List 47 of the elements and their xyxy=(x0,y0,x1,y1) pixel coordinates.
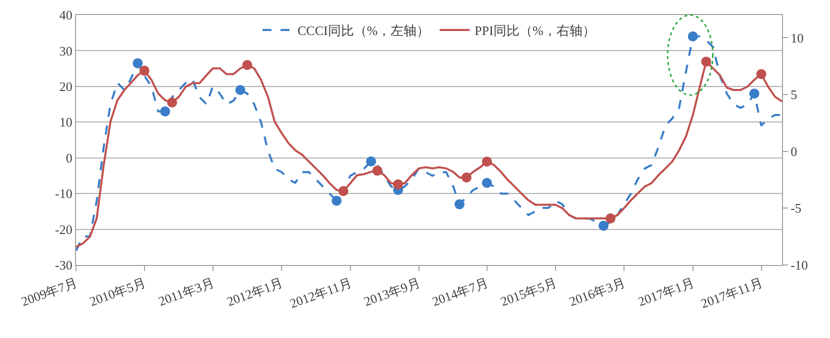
x-tick-label: 2017年11月 xyxy=(698,274,765,312)
point xyxy=(688,31,698,42)
point xyxy=(160,106,170,116)
x-tick-label: 2013年9月 xyxy=(362,274,422,310)
point xyxy=(598,220,609,231)
point xyxy=(372,166,382,176)
point xyxy=(701,56,712,67)
x-tick-label: 2011年3月 xyxy=(156,274,216,309)
point xyxy=(482,156,492,167)
y-tick-label: 20 xyxy=(59,78,72,94)
y-tick-label: -30 xyxy=(55,258,72,273)
y-tick-label: 10 xyxy=(59,114,72,130)
point xyxy=(132,58,143,68)
y-tick-label: 0 xyxy=(66,150,72,166)
y-tick-label: 30 xyxy=(59,43,72,58)
point xyxy=(242,60,252,70)
point xyxy=(338,186,348,196)
x-tick-label: 2009年7月 xyxy=(19,274,80,310)
x-tick-label: 2017年1月 xyxy=(636,274,696,310)
y-tick-label: 40 xyxy=(59,8,72,23)
point xyxy=(756,69,766,80)
point xyxy=(366,156,376,166)
point xyxy=(332,196,342,206)
y-tick-label: -20 xyxy=(55,222,72,237)
y2-tick-label: 5 xyxy=(790,87,798,102)
point xyxy=(606,213,616,224)
point xyxy=(749,88,760,99)
y2-tick-label: 10 xyxy=(790,30,804,46)
y2-tick-label: -10 xyxy=(790,258,808,273)
point xyxy=(139,66,150,76)
x-tick-label: 2014年7月 xyxy=(430,274,490,310)
point xyxy=(461,172,472,182)
y2-tick-label: -5 xyxy=(790,200,802,216)
x-tick-label: 2015年5月 xyxy=(498,274,559,310)
x-tick-label: 2016年3月 xyxy=(567,274,628,310)
y2-tick-label: 0 xyxy=(790,144,798,159)
point xyxy=(167,98,178,108)
x-tick-label: 2012年11月 xyxy=(288,274,354,312)
x-tick-label: 2012年1月 xyxy=(224,274,285,310)
legend-label: PPI同比（%，右轴） xyxy=(474,23,596,38)
y-tick-label: -10 xyxy=(55,186,72,202)
point xyxy=(235,85,246,95)
point xyxy=(454,199,464,210)
legend-label: CCCI同比（%，左轴） xyxy=(298,23,430,38)
x-tick-label: 2010年5月 xyxy=(88,274,148,310)
point xyxy=(393,179,404,190)
point xyxy=(482,178,492,188)
